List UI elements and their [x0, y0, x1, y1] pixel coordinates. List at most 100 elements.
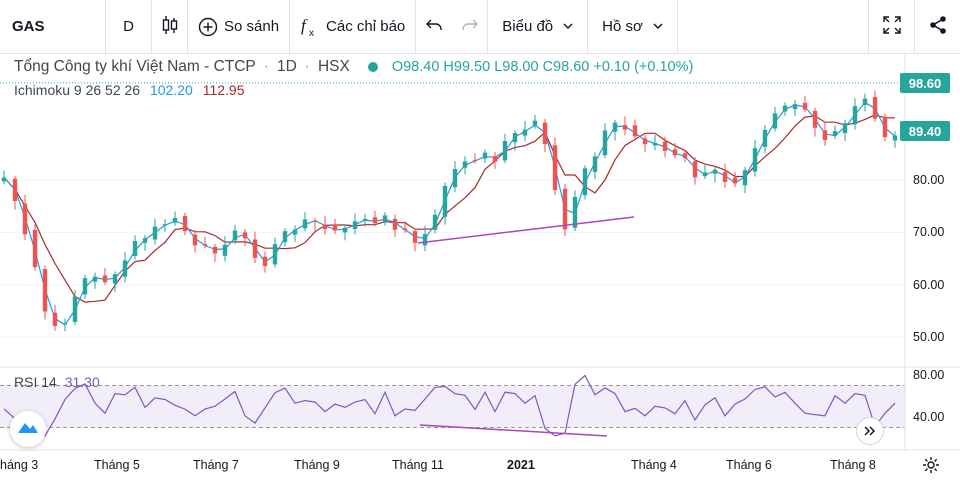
ichimoku-legend[interactable]: Ichimoku 9 26 52 26 102.20 112.95 [14, 82, 244, 98]
candle-body [422, 234, 428, 246]
compare-button[interactable]: So sánh [188, 0, 291, 54]
candle-body [552, 145, 558, 190]
candle-body [352, 221, 358, 230]
candle-body [812, 110, 818, 128]
candle-body [612, 122, 618, 132]
candle-body [22, 203, 28, 235]
time-axis-label: Tháng 7 [193, 458, 239, 472]
candlestick-series [1, 90, 898, 332]
candle-body [312, 220, 318, 222]
candle-body [522, 129, 528, 136]
chart-type-label: Biểu đồ [502, 18, 554, 35]
undo-button[interactable] [416, 0, 452, 54]
candle-body [282, 231, 288, 243]
candle-body [302, 219, 308, 229]
candle-body [672, 149, 678, 156]
candle-body [712, 169, 718, 174]
chart-grid [0, 179, 905, 338]
redo-icon [461, 18, 479, 36]
trendlines[interactable] [417, 216, 635, 437]
candle-body [412, 231, 418, 243]
candle-body [382, 215, 388, 222]
candle-body [722, 172, 728, 182]
time-axis-label: Tháng 11 [392, 458, 444, 472]
candle-body [172, 217, 178, 223]
time-axis-label: Tháng 6 [726, 458, 772, 472]
rsi-value: 31.30 [64, 374, 100, 390]
candle-body [762, 129, 768, 147]
candle-body [822, 130, 828, 141]
chevron-down-icon [653, 21, 663, 33]
candle-body [212, 246, 218, 254]
candle-body [342, 227, 348, 233]
profile-label: Hồ sơ [602, 18, 643, 35]
settings-button[interactable] [922, 456, 940, 479]
conversion-line-path [3, 101, 896, 326]
fullscreen-button[interactable] [868, 0, 914, 54]
share-button[interactable] [914, 0, 960, 54]
symbol-search-button[interactable]: GAS [0, 0, 106, 54]
time-axis-label: Tháng 8 [830, 458, 876, 472]
time-axis-label: 2021 [507, 458, 535, 472]
compare-label: So sánh [224, 18, 280, 35]
ohlc-values: O98.40 H99.50 L98.00 C98.60 +0.10 (+0.10… [391, 59, 694, 75]
rsi-legend[interactable]: RSI 14 31.30 [14, 374, 100, 390]
candle-body [232, 230, 238, 241]
chart-style-button[interactable] [152, 0, 188, 54]
candle-body [222, 244, 228, 256]
candle-body [782, 105, 788, 112]
candle-body [502, 140, 508, 161]
candle-body [102, 275, 108, 283]
scroll-to-realtime-icon [864, 423, 876, 439]
tradingview-logo-button[interactable] [10, 411, 46, 447]
price-axis-label: 50.00 [913, 330, 945, 344]
candle-body [662, 141, 668, 151]
scroll-to-realtime-button[interactable] [856, 417, 884, 445]
candle-body [742, 170, 748, 186]
candle-body [122, 260, 128, 277]
candle-body [732, 177, 738, 184]
rsi-trendline [419, 424, 608, 437]
candle-body [582, 168, 588, 196]
ichimoku-conversion-line [3, 101, 896, 326]
candle-body [702, 172, 708, 177]
pane-separators [0, 54, 960, 451]
candle-body [372, 217, 378, 224]
rsi-line-path [3, 374, 896, 437]
candle-body [692, 161, 698, 178]
candle-body [652, 142, 658, 146]
candle-body [592, 156, 598, 172]
candle-body [1, 177, 7, 182]
ichimoku-base-line [3, 114, 895, 303]
chevron-down-icon [563, 21, 573, 33]
ichimoku-label: Ichimoku 9 26 52 26 [14, 82, 141, 98]
candle-body [362, 218, 368, 221]
candle-body [532, 120, 538, 126]
chart-type-menu[interactable]: Biểu đồ [488, 0, 589, 54]
price-axis-label: 80.00 [913, 173, 945, 187]
redo-button[interactable] [452, 0, 489, 54]
candle-body [52, 312, 58, 326]
profile-menu[interactable]: Hồ sơ [588, 0, 678, 54]
ichimoku-value-2: 112.95 [202, 82, 245, 98]
share-icon [928, 15, 948, 39]
candle-body [882, 116, 888, 138]
candle-body [42, 269, 48, 312]
interval-button[interactable]: D [106, 0, 152, 54]
price-axis-label: 60.00 [913, 278, 945, 292]
indicators-label: Các chỉ báo [326, 18, 406, 35]
candle-body [402, 228, 408, 230]
legend-exchange: HSX [317, 58, 350, 75]
plus-circle-icon [198, 17, 218, 37]
time-axis-label: háng 3 [0, 458, 39, 472]
last-price-tag: 98.60 [900, 73, 950, 93]
fullscreen-icon [882, 15, 902, 39]
candle-body [602, 130, 608, 156]
candle-body [202, 244, 208, 246]
candle-body [892, 135, 898, 141]
base-line-path [3, 114, 895, 303]
